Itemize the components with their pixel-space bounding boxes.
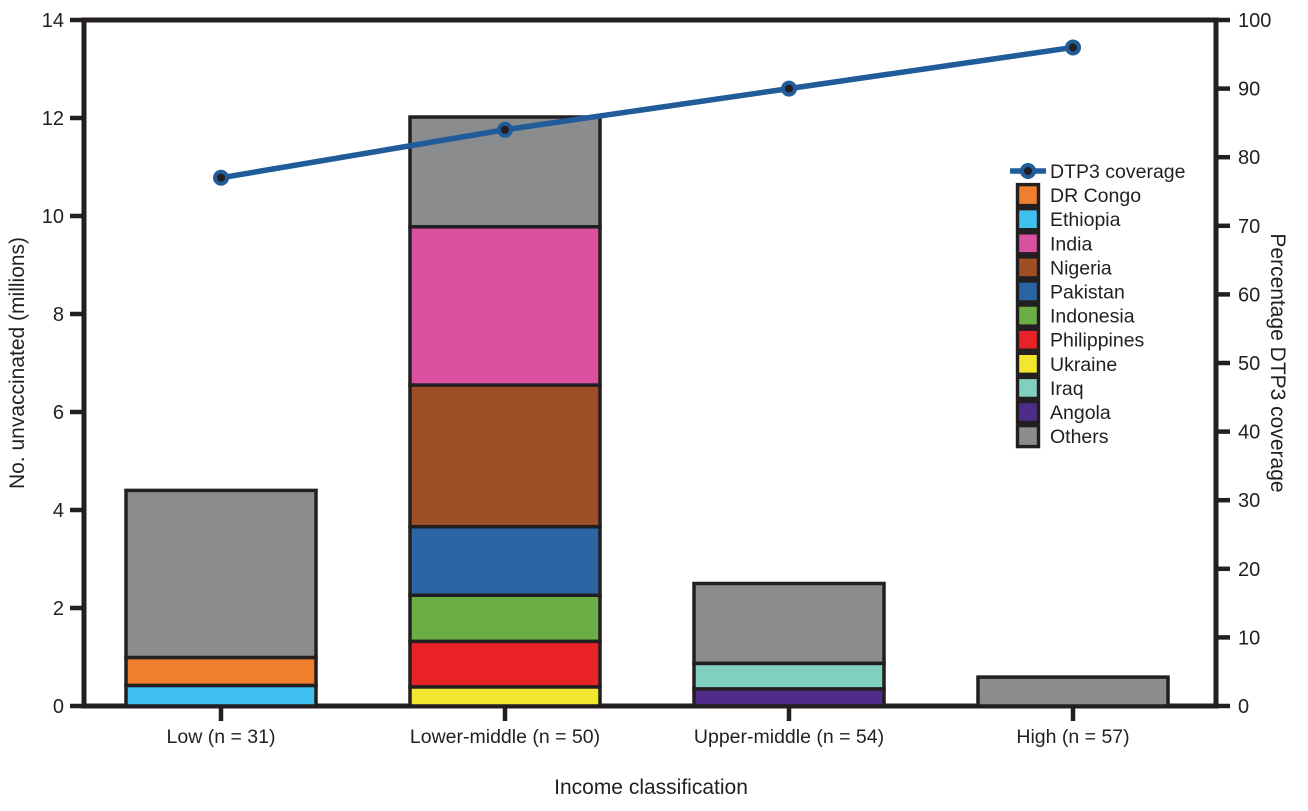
x-axis-title: Income classification <box>554 776 748 799</box>
bar-segment-indonesia <box>408 593 602 644</box>
legend-swatch-philippines <box>1015 327 1041 352</box>
legend-label: Iraq <box>1050 378 1084 400</box>
legend-item-angola: Angola <box>1015 399 1111 425</box>
legend-label: DTP3 coverage <box>1050 161 1185 183</box>
legend-item-philippines: Philippines <box>1015 327 1145 352</box>
legend-swatch-pakistan <box>1015 279 1041 304</box>
y-right-tick-label: 20 <box>1238 559 1260 581</box>
y-right-tick-label: 90 <box>1238 79 1260 101</box>
legend-item-ukraine: Ukraine <box>1015 351 1117 376</box>
bar-lower-middle-n-50 <box>408 115 602 708</box>
y-right-tick-label: 80 <box>1238 147 1260 169</box>
bar-high-n-57 <box>976 675 1170 708</box>
bar-segment-others <box>124 488 318 660</box>
legend-item-others: Others <box>1015 423 1109 449</box>
bar-segment-pakistan <box>408 524 602 598</box>
legend-label: Angola <box>1050 402 1111 424</box>
legend-label: Ukraine <box>1050 354 1117 376</box>
y-left-tick-label: 0 <box>53 696 64 718</box>
legend-item-iraq: Iraq <box>1015 375 1084 401</box>
y-right-tick-label: 70 <box>1238 216 1260 238</box>
legend-label: Ethiopia <box>1050 209 1121 231</box>
y-left-tick-label: 2 <box>53 598 64 620</box>
legend-label: DR Congo <box>1050 185 1141 207</box>
legend-label: Others <box>1050 426 1109 448</box>
bar-segment-india <box>408 225 602 387</box>
marker-inner-dot <box>217 173 225 182</box>
marker-inner-dot <box>1069 43 1077 52</box>
legend-item-indonesia: Indonesia <box>1015 303 1135 328</box>
bar-segment-iraq <box>692 661 886 691</box>
dtp3-coverage-marker <box>497 121 513 138</box>
y-right-tick-label: 100 <box>1238 10 1271 32</box>
bar-upper-middle-n-54 <box>692 581 886 708</box>
legend-swatch-india <box>1015 231 1041 256</box>
legend-label: India <box>1050 233 1092 255</box>
x-tick-label: Lower-middle (n = 50) <box>410 726 600 748</box>
legend-swatch-indonesia <box>1015 303 1041 328</box>
dtp3-coverage-marker <box>213 169 229 186</box>
y-left-tick-label: 6 <box>53 402 64 424</box>
legend-swatch-iraq <box>1015 375 1041 401</box>
bar-segment-philippines <box>408 639 602 689</box>
legend-line-marker-center <box>1024 167 1032 175</box>
legend-item-pakistan: Pakistan <box>1015 279 1125 304</box>
legend-swatch-ukraine <box>1015 351 1041 376</box>
bar-segment-nigeria <box>408 383 602 529</box>
y-left-tick-label: 14 <box>42 10 64 32</box>
bar-segment-dr-congo <box>124 655 318 688</box>
y-left-tick-label: 4 <box>53 500 64 522</box>
legend-swatch-angola <box>1015 399 1041 425</box>
y-left-axis-title: No. unvaccinated (millions) <box>6 237 29 489</box>
legend-label: Pakistan <box>1050 282 1125 304</box>
y-left-tick-label: 12 <box>42 108 64 130</box>
bar-low-n-31 <box>124 488 318 708</box>
x-tick-label: Upper-middle (n = 54) <box>694 726 884 748</box>
y-right-axis-title: Percentage DTP3 coverage <box>1266 233 1289 492</box>
y-left-tick-label: 10 <box>42 206 64 228</box>
bar-segment-angola <box>692 687 886 708</box>
legend-swatch-nigeria <box>1015 255 1041 280</box>
bar-segment-others <box>976 675 1170 708</box>
bar-segment-ukraine <box>408 685 602 708</box>
legend-label: Indonesia <box>1050 306 1135 328</box>
y-right-tick-label: 60 <box>1238 284 1260 306</box>
marker-inner-dot <box>785 84 793 93</box>
y-right-tick-label: 0 <box>1238 696 1249 718</box>
legend-item-nigeria: Nigeria <box>1015 255 1112 280</box>
legend-swatch-dr-congo <box>1015 182 1041 208</box>
legend-swatch-others <box>1015 423 1041 449</box>
legend-label: Philippines <box>1050 330 1145 352</box>
legend-item-dtp3-coverage: DTP3 coverage <box>1010 161 1185 183</box>
y-right-tick-label: 10 <box>1238 627 1260 649</box>
y-left-tick-label: 8 <box>53 304 64 326</box>
x-tick-label: High (n = 57) <box>1016 726 1129 748</box>
legend-item-ethiopia: Ethiopia <box>1015 206 1121 232</box>
bar-segment-others <box>692 581 886 666</box>
x-tick-label: Low (n = 31) <box>167 726 276 748</box>
marker-inner-dot <box>501 125 509 134</box>
y-right-tick-label: 40 <box>1238 422 1260 444</box>
dtp3-coverage-line <box>220 44 1074 181</box>
legend-label: Nigeria <box>1050 257 1112 279</box>
bar-segment-ethiopia <box>124 683 318 708</box>
legend-item-dr-congo: DR Congo <box>1015 182 1141 208</box>
dtp3-coverage-marker <box>781 80 797 97</box>
legend-swatch-ethiopia <box>1015 206 1041 232</box>
legend-item-india: India <box>1015 231 1092 256</box>
y-right-tick-label: 30 <box>1238 490 1260 512</box>
dtp3-coverage-marker <box>1065 39 1081 56</box>
y-right-tick-label: 50 <box>1238 353 1260 375</box>
